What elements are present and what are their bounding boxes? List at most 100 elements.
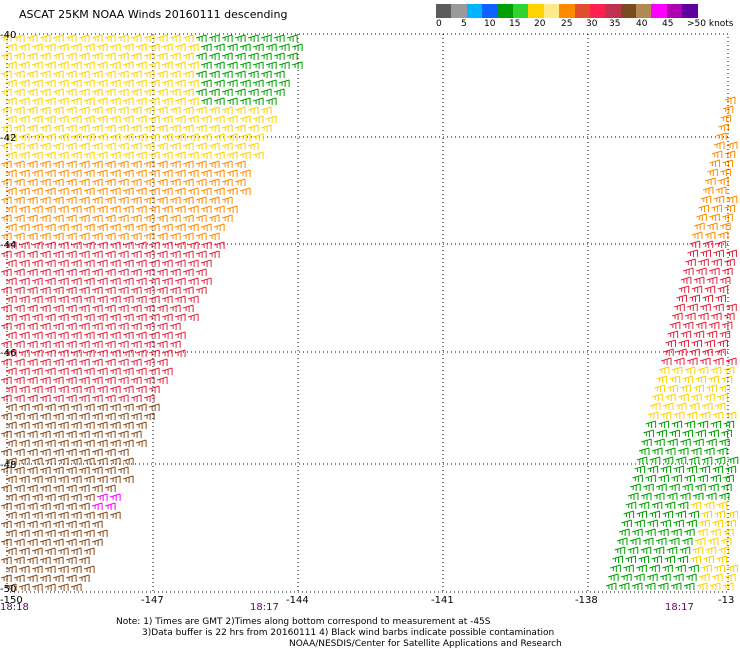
wind-barb	[96, 223, 108, 231]
wind-barb	[117, 466, 129, 474]
wind-barb	[65, 106, 77, 114]
wind-barb	[169, 232, 181, 240]
wind-barb	[91, 538, 103, 546]
wind-barb	[70, 61, 82, 69]
wind-barb	[702, 186, 714, 194]
wind-barb	[104, 322, 116, 330]
wind-barb	[26, 124, 38, 132]
wind-barb	[698, 204, 710, 212]
wind-barb	[278, 79, 290, 87]
wind-barb	[65, 70, 77, 78]
wind-barb	[130, 106, 142, 114]
wind-barb	[713, 303, 724, 311]
wind-barb	[143, 34, 155, 42]
wind-barb	[13, 52, 25, 60]
wind-barb	[122, 349, 134, 357]
wind-barb	[18, 547, 30, 555]
wind-barb	[143, 142, 155, 150]
wind-barb	[156, 196, 168, 204]
wind-barb	[39, 394, 51, 402]
wind-barb	[117, 178, 129, 186]
legend-label: 15	[509, 19, 521, 29]
wind-barb	[39, 412, 51, 420]
wind-barb	[714, 510, 726, 518]
wind-barb	[18, 367, 30, 375]
wind-barb	[135, 331, 147, 339]
wind-barb	[44, 385, 56, 393]
wind-barb	[143, 286, 155, 294]
legend-swatch	[482, 4, 498, 18]
wind-barb	[52, 268, 64, 276]
wind-barb	[631, 582, 643, 590]
wind-barb	[122, 205, 134, 213]
wind-barb	[26, 520, 38, 528]
wind-barb	[13, 538, 25, 546]
wind-barb	[143, 160, 155, 168]
wind-barb	[26, 502, 38, 510]
wind-barb	[91, 358, 103, 366]
wind-barb	[104, 160, 116, 168]
wind-barb	[65, 538, 77, 546]
wind-barb	[239, 187, 251, 195]
wind-barb	[96, 367, 108, 375]
wind-barb	[169, 196, 181, 204]
wind-barb	[18, 331, 30, 339]
wind-barb	[174, 115, 186, 123]
wind-barb	[278, 43, 290, 51]
wind-barb	[83, 367, 95, 375]
wind-barb	[156, 322, 168, 330]
wind-barb	[70, 151, 82, 159]
wind-barb	[5, 277, 17, 285]
wind-barb	[91, 304, 103, 312]
wind-barb	[143, 88, 155, 96]
wind-barb	[647, 411, 659, 419]
wind-barb	[726, 195, 738, 203]
legend-swatch	[682, 4, 698, 18]
wind-barb	[13, 376, 25, 384]
wind-barb	[39, 466, 51, 474]
wind-barb	[685, 573, 697, 581]
legend-label: 30	[586, 19, 598, 29]
wind-barb	[148, 385, 160, 393]
wind-barb	[208, 142, 220, 150]
wind-barb	[83, 43, 95, 51]
wind-barb	[156, 106, 168, 114]
wind-barb	[65, 124, 77, 132]
wind-barbs	[0, 34, 739, 591]
wind-barb	[667, 384, 678, 392]
wind-barb	[703, 447, 715, 455]
wind-barb	[161, 277, 173, 285]
wind-barb	[52, 214, 64, 222]
wind-barb	[143, 394, 155, 402]
wind-barb	[658, 366, 670, 374]
wind-barb	[130, 376, 142, 384]
wind-barb	[239, 43, 251, 51]
wind-barb	[0, 520, 12, 528]
wind-barb	[18, 565, 30, 573]
wind-barb	[633, 573, 645, 581]
wind-barb	[96, 241, 108, 249]
wind-barb	[70, 241, 82, 249]
wind-barb	[104, 214, 116, 222]
wind-barb	[109, 43, 121, 51]
wind-barb	[697, 312, 709, 320]
wind-barb	[678, 339, 689, 347]
wind-barb	[699, 465, 711, 473]
wind-barb	[31, 367, 43, 375]
wind-barb	[200, 97, 212, 105]
wind-barb	[18, 277, 30, 285]
wind-barb	[117, 304, 129, 312]
wind-barb	[96, 133, 108, 141]
wind-barb	[684, 312, 696, 320]
wind-barb	[117, 358, 129, 366]
wind-barb	[5, 493, 17, 501]
wind-barb	[718, 492, 730, 500]
wind-barb	[31, 43, 43, 51]
wind-barb	[675, 564, 686, 572]
wind-barb	[234, 142, 246, 150]
wind-barb	[13, 178, 25, 186]
wind-barb	[708, 483, 719, 491]
wind-barb	[143, 70, 155, 78]
wind-barb	[632, 474, 643, 482]
wind-barb	[148, 331, 160, 339]
